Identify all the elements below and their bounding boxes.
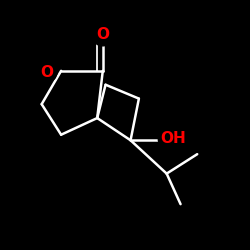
Text: O: O [96, 27, 109, 42]
Circle shape [38, 62, 57, 82]
Circle shape [92, 24, 114, 46]
Circle shape [158, 124, 189, 154]
Text: O: O [41, 65, 54, 80]
Text: OH: OH [161, 132, 186, 146]
